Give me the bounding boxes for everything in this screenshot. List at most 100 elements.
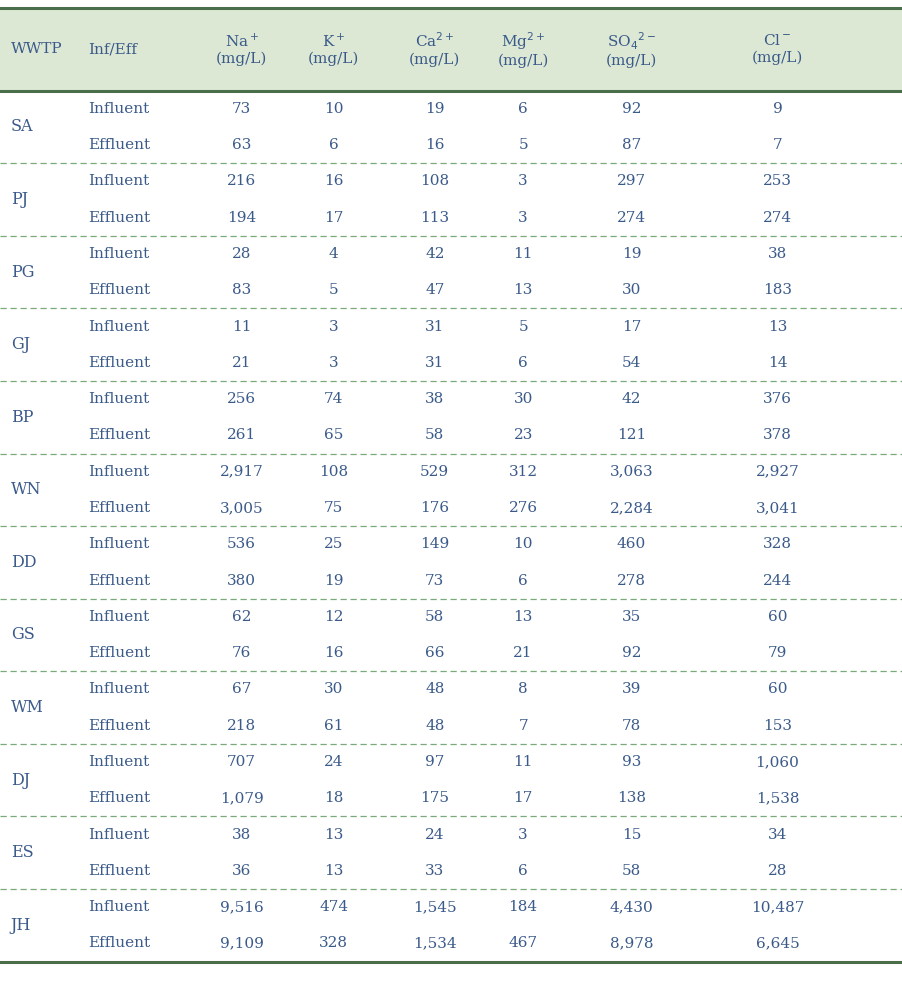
Text: 274: 274 (763, 211, 792, 225)
Text: Ca$^{2+}$
(mg/L): Ca$^{2+}$ (mg/L) (410, 32, 460, 67)
Text: 30: 30 (324, 682, 344, 696)
Text: 7: 7 (519, 719, 528, 733)
Text: Influent: Influent (88, 464, 150, 478)
Text: 10,487: 10,487 (750, 900, 805, 914)
Text: GJ: GJ (11, 336, 30, 353)
Text: 7: 7 (773, 138, 782, 152)
Text: 17: 17 (324, 211, 344, 225)
Text: Influent: Influent (88, 319, 150, 333)
Text: 8: 8 (519, 682, 528, 696)
Text: 6: 6 (519, 356, 528, 370)
Text: 218: 218 (227, 719, 256, 733)
Text: Effluent: Effluent (88, 356, 151, 370)
Text: 376: 376 (763, 392, 792, 406)
Text: 175: 175 (420, 792, 449, 806)
Text: SO$_4$$^{2-}$
(mg/L): SO$_4$$^{2-}$ (mg/L) (606, 31, 657, 68)
Text: 274: 274 (617, 211, 646, 225)
Text: SA: SA (11, 118, 33, 135)
Text: 36: 36 (232, 864, 252, 878)
Text: 380: 380 (227, 574, 256, 588)
Text: 73: 73 (425, 574, 445, 588)
Text: 11: 11 (513, 755, 533, 769)
Text: 21: 21 (513, 646, 533, 660)
Text: 60: 60 (768, 682, 787, 696)
Text: 1,545: 1,545 (413, 900, 456, 914)
Text: 30: 30 (513, 392, 533, 406)
Text: 58: 58 (621, 864, 641, 878)
Text: 297: 297 (617, 175, 646, 188)
Text: 31: 31 (425, 319, 445, 333)
Text: Influent: Influent (88, 537, 150, 551)
Text: 3,041: 3,041 (756, 501, 799, 515)
Text: 16: 16 (324, 175, 344, 188)
Text: 48: 48 (425, 682, 445, 696)
Text: Effluent: Effluent (88, 864, 151, 878)
Text: 9: 9 (773, 102, 782, 115)
Text: 47: 47 (425, 283, 445, 297)
Text: 11: 11 (513, 247, 533, 261)
Text: 3: 3 (519, 211, 528, 225)
Text: Influent: Influent (88, 610, 150, 624)
Text: 149: 149 (420, 537, 449, 551)
Text: 3,063: 3,063 (610, 464, 653, 478)
Text: DD: DD (11, 554, 36, 571)
Text: 176: 176 (420, 501, 449, 515)
Text: Effluent: Effluent (88, 283, 151, 297)
Text: 15: 15 (621, 827, 641, 841)
Text: 6: 6 (519, 864, 528, 878)
Text: 93: 93 (621, 755, 641, 769)
Text: 67: 67 (232, 682, 252, 696)
Text: Influent: Influent (88, 102, 150, 115)
Text: WM: WM (11, 699, 43, 716)
Text: Effluent: Effluent (88, 501, 151, 515)
Text: Effluent: Effluent (88, 719, 151, 733)
Text: 261: 261 (227, 429, 256, 443)
Text: 58: 58 (425, 610, 445, 624)
Text: Influent: Influent (88, 900, 150, 914)
Text: 121: 121 (617, 429, 646, 443)
Text: 3: 3 (329, 356, 338, 370)
Text: 276: 276 (509, 501, 538, 515)
Text: 6,645: 6,645 (756, 937, 799, 951)
Text: 54: 54 (621, 356, 641, 370)
Text: 92: 92 (621, 646, 641, 660)
Text: 536: 536 (227, 537, 256, 551)
Text: 13: 13 (513, 610, 533, 624)
Text: Influent: Influent (88, 755, 150, 769)
Text: 184: 184 (509, 900, 538, 914)
Text: 8,978: 8,978 (610, 937, 653, 951)
Text: 1,534: 1,534 (413, 937, 456, 951)
Text: 2,927: 2,927 (756, 464, 799, 478)
Text: Na$^+$
(mg/L): Na$^+$ (mg/L) (216, 33, 267, 66)
Text: 58: 58 (425, 429, 445, 443)
Text: 9,516: 9,516 (220, 900, 263, 914)
Text: 467: 467 (509, 937, 538, 951)
Text: 61: 61 (324, 719, 344, 733)
Text: 39: 39 (621, 682, 641, 696)
Text: 153: 153 (763, 719, 792, 733)
Text: Cl$^-$
(mg/L): Cl$^-$ (mg/L) (752, 34, 803, 65)
Text: 65: 65 (324, 429, 344, 443)
Text: 312: 312 (509, 464, 538, 478)
Text: 74: 74 (324, 392, 344, 406)
Text: 3: 3 (519, 175, 528, 188)
Text: 13: 13 (324, 827, 344, 841)
Text: 76: 76 (232, 646, 252, 660)
Text: Mg$^{2+}$
(mg/L): Mg$^{2+}$ (mg/L) (498, 31, 548, 68)
Text: 5: 5 (519, 138, 528, 152)
Text: 10: 10 (513, 537, 533, 551)
Text: 12: 12 (324, 610, 344, 624)
Text: 1,538: 1,538 (756, 792, 799, 806)
Text: 92: 92 (621, 102, 641, 115)
Text: DJ: DJ (11, 772, 30, 789)
Text: 38: 38 (232, 827, 252, 841)
Text: 3: 3 (519, 827, 528, 841)
Text: 328: 328 (319, 937, 348, 951)
Text: 108: 108 (319, 464, 348, 478)
Text: K$^+$
(mg/L): K$^+$ (mg/L) (308, 33, 359, 66)
Text: 5: 5 (519, 319, 528, 333)
Text: 38: 38 (768, 247, 787, 261)
Text: 17: 17 (621, 319, 641, 333)
Text: 16: 16 (324, 646, 344, 660)
Text: 24: 24 (425, 827, 445, 841)
